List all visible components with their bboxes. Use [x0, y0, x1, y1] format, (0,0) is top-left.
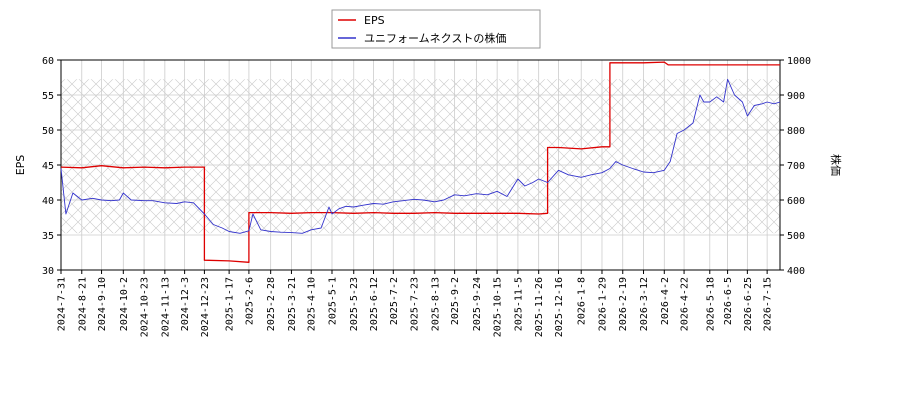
x-tick-label: 2026-6-25	[743, 277, 754, 331]
x-tick-label: 2026-3-12	[639, 277, 650, 331]
ticks-layer: 30 400 35 500 40 600 45 700 50 800 55 900 60 1000 2024…	[42, 56, 811, 337]
price-line	[60, 78, 781, 234]
x-tick-label: 2025-12-16	[554, 277, 565, 337]
x-tick-label: 2026-7-15	[763, 277, 774, 331]
x-tick-label: 2026-5-18	[705, 277, 716, 331]
x-tick-label: 2024-7-31	[57, 277, 68, 331]
y-left-tick-label: 35	[42, 231, 54, 242]
x-tick-label: 2025-9-2	[450, 277, 461, 325]
legend-label-price: ユニフォームネクストの株価	[364, 31, 506, 45]
y-right-tick-label: 700	[787, 161, 805, 172]
price-range-band	[61, 79, 780, 234]
y-axis-right-label: 株価	[829, 154, 843, 176]
y-left-tick-label: 50	[42, 126, 54, 137]
x-tick-label: 2025-5-1	[327, 277, 338, 325]
x-tick-label: 2024-9-10	[97, 277, 108, 331]
y-left-tick-label: 60	[42, 56, 54, 67]
eps-line	[60, 61, 780, 263]
x-tick-label: 2025-11-5	[513, 277, 524, 331]
x-tick-label: 2026-1-8	[577, 277, 588, 325]
x-tick-label: 2025-2-6	[244, 277, 255, 325]
x-tick-label: 2024-12-3	[180, 277, 191, 331]
y-right-tick-label: 600	[787, 196, 805, 207]
y-right-tick-label: 500	[787, 231, 805, 242]
x-tick-label: 2026-6-5	[723, 277, 734, 325]
x-tick-label: 2024-10-2	[119, 277, 130, 331]
legend-label-eps: EPS	[364, 14, 385, 27]
x-tick-label: 2025-9-24	[472, 277, 483, 331]
x-tick-label: 2024-12-23	[200, 277, 211, 337]
legend-box	[331, 9, 541, 49]
x-tick-label: 2024-10-23	[140, 277, 151, 337]
x-tick-label: 2026-2-19	[618, 277, 629, 331]
x-tick-label: 2025-7-23	[410, 277, 421, 331]
x-tick-label: 2025-7-2	[389, 277, 400, 325]
x-tick-label: 2025-3-21	[287, 277, 298, 331]
y-left-tick-label: 40	[42, 196, 54, 207]
y-right-tick-label: 400	[787, 266, 805, 277]
legend: EPS ユニフォームネクストの株価	[331, 9, 541, 49]
x-tick-label: 2025-10-15	[493, 277, 504, 337]
y-left-tick-label: 45	[42, 161, 54, 172]
x-tick-label: 2025-8-13	[430, 277, 441, 331]
x-tick-label: 2025-5-23	[349, 277, 360, 331]
x-tick-label: 2024-8-21	[77, 277, 88, 331]
x-tick-label: 2026-4-2	[660, 277, 671, 325]
x-tick-label: 2026-1-29	[597, 277, 608, 331]
x-tick-label: 2025-6-12	[369, 277, 380, 331]
y-right-tick-label: 900	[787, 91, 805, 102]
x-tick-label: 2025-1-17	[225, 277, 236, 331]
x-tick-label: 2026-4-22	[680, 277, 691, 331]
y-right-tick-label: 1000	[787, 56, 811, 67]
y-axis-left-label: EPS	[14, 155, 27, 176]
x-tick-label: 2025-11-26	[534, 277, 545, 337]
y-left-tick-label: 30	[42, 266, 54, 277]
x-tick-label: 2025-2-28	[266, 277, 277, 331]
y-left-tick-label: 55	[42, 91, 54, 102]
x-tick-label: 2024-11-13	[160, 277, 171, 337]
y-right-tick-label: 800	[787, 126, 805, 137]
x-tick-label: 2025-4-10	[307, 277, 318, 331]
series-layer	[60, 61, 781, 263]
